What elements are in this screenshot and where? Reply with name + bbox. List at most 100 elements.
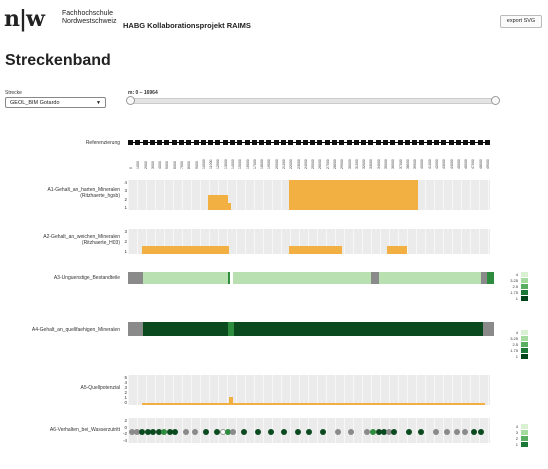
referencing-tick-label: 6000: [172, 161, 177, 169]
a2-y-tick: 1: [124, 249, 127, 254]
grid-line: [299, 229, 300, 254]
a6-dot: [213, 428, 220, 435]
grid-line: [254, 229, 255, 254]
a6-chart-panel: [128, 418, 490, 443]
referencing-tick-marker: [310, 140, 316, 145]
a4-legend-swatch: [521, 336, 528, 341]
referencing-tick-marker: [404, 140, 410, 145]
grid-line: [137, 180, 138, 210]
referencing-tick-marker: [477, 140, 483, 145]
grid-line: [407, 229, 408, 254]
a6-dot: [182, 428, 189, 435]
referencing-tick-label: 8000: [187, 161, 192, 169]
referencing-tick-label: 37000: [398, 159, 403, 169]
referencing-tick-label: 36000: [391, 159, 396, 169]
grid-line: [452, 229, 453, 254]
referencing-tick-label: 49000: [486, 159, 490, 169]
grid-line: [425, 229, 426, 254]
grid-line: [443, 418, 444, 443]
a6-dot: [454, 428, 461, 435]
referencing-tick-label: 17000: [252, 159, 257, 169]
institution-line2: Nordwestschweiz: [62, 18, 117, 25]
a6-y-tick: -4: [122, 438, 127, 443]
a6-dot: [477, 428, 484, 435]
grid-line: [128, 418, 129, 443]
export-svg-button[interactable]: export SVG: [500, 15, 542, 28]
range-slider-handle-min[interactable]: [126, 96, 135, 105]
referencing-tick-marker: [244, 140, 250, 145]
a4-legend: 4 3.25 2.5 1.75 1: [503, 330, 543, 360]
referencing-tick-marker: [157, 140, 163, 145]
grid-line: [452, 375, 453, 405]
a6-legend-swatch: [521, 442, 528, 447]
a6-dot: [202, 428, 209, 435]
referencing-tick-labels: 0 1000 2000 3000 4000 5000 6000 7000 8000 9000 100…: [128, 149, 490, 171]
referencing-tick-marker: [149, 140, 155, 145]
referencing-tick-label: 18000: [260, 159, 265, 169]
institution-name: Fachhochschule Nordwestschweiz: [62, 10, 116, 26]
grid-line: [398, 375, 399, 405]
grid-line: [317, 375, 318, 405]
a4-band-segment: [234, 322, 483, 336]
referencing-tick-marker: [142, 140, 148, 145]
referencing-tick-label: 15000: [238, 159, 243, 169]
referencing-tick-label: 39000: [413, 159, 418, 169]
a5-y-tick: 1: [124, 395, 127, 400]
a6-dot: [139, 428, 146, 435]
grid-line: [362, 418, 363, 443]
referencing-label: Referenzierung: [85, 140, 120, 146]
referencing-tick-label: 23000: [296, 159, 301, 169]
a1-y-tick: 2: [124, 196, 127, 202]
a4-label: A4-Gehalt_an_quellfaehigen_Mineralen: [31, 327, 120, 333]
referencing-tick-label: 47000: [471, 159, 476, 169]
a2-y-axis: 3 2 1: [120, 229, 128, 254]
a2-y-tick: 3: [124, 229, 127, 234]
a3-legend-label: 1.75: [510, 290, 518, 295]
referencing-tick-label: 7000: [180, 161, 184, 169]
route-select[interactable]: GEOL_BIM Gotardo ▼: [5, 97, 106, 108]
grid-line: [254, 418, 255, 443]
referencing-tick-label: 41000: [427, 159, 432, 169]
a2-label-line2: (Ritzhaerte_H03): [81, 240, 120, 246]
grid-line: [434, 229, 435, 254]
referencing-tick-marker: [346, 140, 352, 145]
grid-line: [209, 229, 210, 254]
a3-legend: 4 3.25 2.5 1.75 1: [503, 272, 543, 302]
referencing-tick-label: 12000: [216, 159, 221, 169]
range-slider-handle-max[interactable]: [491, 96, 500, 105]
grid-line: [290, 375, 291, 405]
referencing-tick-label: 2000: [143, 161, 148, 169]
referencing-tick-marker: [361, 140, 367, 145]
a1-bar: [227, 202, 232, 210]
a6-dot: [224, 428, 231, 435]
referencing-tick-label: 44000: [449, 159, 454, 169]
a3-label: A3-Unguenstige_Bestandteile: [53, 275, 120, 281]
grid-line: [146, 229, 147, 254]
grid-line: [434, 180, 435, 210]
a4-band-segment: [227, 322, 235, 336]
a4-legend-label: 2.5: [512, 342, 518, 347]
grid-line: [452, 180, 453, 210]
referencing-tick-marker: [171, 140, 177, 145]
referencing-tick-label: 45000: [456, 159, 461, 169]
a4-legend-label: 1: [515, 354, 518, 359]
range-slider-track[interactable]: [130, 98, 498, 104]
a6-dot: [334, 428, 341, 435]
referencing-tick-label: 22000: [289, 159, 294, 169]
grid-line: [272, 375, 273, 405]
a3-band-segment: [486, 272, 494, 284]
grid-line: [263, 418, 264, 443]
referencing-tick-label: 5000: [165, 161, 170, 169]
grid-line: [317, 229, 318, 254]
route-label: Strecke: [5, 90, 22, 96]
referencing-tick-label: 34000: [376, 159, 381, 169]
a6-dot: [385, 428, 392, 435]
grid-line: [380, 375, 381, 405]
referencing-tick-marker: [288, 140, 294, 145]
referencing-tick-label: 40000: [420, 159, 425, 169]
grid-line: [146, 375, 147, 405]
a4-legend-swatch: [521, 330, 528, 335]
grid-line: [371, 229, 372, 254]
a4-legend-swatch: [521, 354, 528, 359]
a1-y-tick: 4: [124, 180, 127, 185]
